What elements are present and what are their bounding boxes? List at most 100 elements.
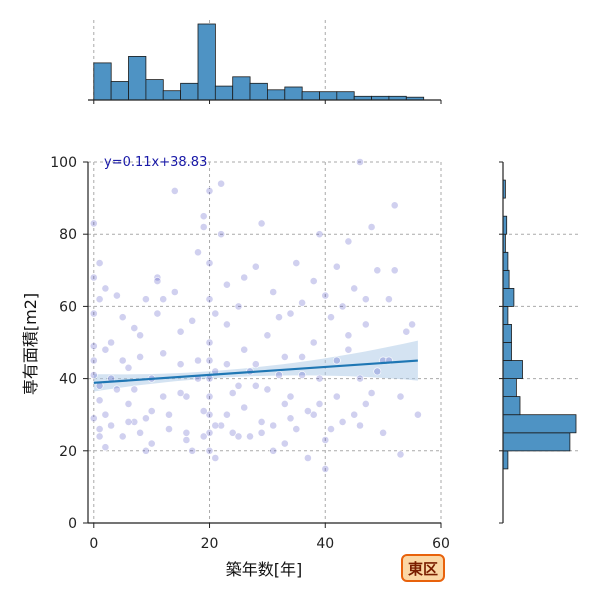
- scatter-point: [338, 302, 347, 311]
- scatter-point: [95, 259, 104, 267]
- scatter-point: [101, 410, 110, 419]
- scatter-point: [298, 352, 306, 361]
- scatter-point: [217, 230, 225, 239]
- x-hist-bar: [232, 76, 251, 101]
- scatter-point: [89, 414, 98, 423]
- regression-line-path: [93, 359, 418, 384]
- scatter-point: [263, 331, 272, 340]
- scatter-point: [367, 389, 376, 397]
- scatter-point: [234, 432, 243, 441]
- x-tick-label: 0: [89, 536, 98, 552]
- x-tick-label: 60: [432, 536, 450, 552]
- scatter-point: [228, 428, 237, 437]
- scatter-point: [194, 248, 202, 257]
- scatter-point: [384, 295, 393, 304]
- scatter-point: [211, 309, 220, 318]
- x-hist-bar: [197, 23, 216, 101]
- x-hist-bar: [266, 89, 286, 101]
- region-badge-box: [401, 554, 445, 582]
- scatter-point: [205, 356, 214, 365]
- scatter-point: [361, 295, 370, 304]
- x-marginal-histogram: [88, 20, 442, 104]
- x-hist-bar: [319, 91, 338, 101]
- scatter-point: [165, 425, 173, 433]
- scatter-point: [251, 262, 260, 271]
- x-hist-bar: [214, 85, 234, 101]
- scatter-point: [95, 432, 104, 441]
- scatter-point: [188, 316, 197, 325]
- scatter-point: [222, 320, 231, 329]
- scatter-point: [153, 277, 162, 285]
- scatter-point: [159, 349, 168, 358]
- scatter-point: [286, 414, 295, 423]
- y-hist-bar: [502, 414, 577, 434]
- scatter-point: [251, 381, 260, 390]
- x-hist-bar: [93, 62, 112, 101]
- scatter-point: [309, 338, 318, 347]
- scatter-point: [101, 284, 110, 293]
- scatter-point: [217, 421, 225, 430]
- scatter-point: [141, 295, 150, 304]
- scatter-point: [269, 446, 278, 455]
- scatter-point: [165, 410, 173, 419]
- x-hist-bar: [110, 81, 129, 101]
- scatter-point: [217, 179, 225, 188]
- scatter-point: [199, 223, 208, 231]
- scatter-point: [234, 302, 243, 311]
- scatter-point: [107, 338, 115, 347]
- scatter-point: [246, 432, 254, 441]
- scatter-point: [95, 295, 104, 304]
- x-hist-bar: [128, 56, 147, 101]
- scatter-points: [89, 158, 422, 473]
- scatter-point: [199, 432, 208, 441]
- scatter-point: [303, 407, 312, 415]
- scatter-point: [257, 428, 266, 437]
- scatter-point: [286, 309, 295, 318]
- scatter-point: [205, 295, 214, 304]
- scatter-point: [269, 421, 278, 430]
- scatter-point: [390, 201, 399, 210]
- scatter-point: [222, 280, 231, 289]
- scatter-point: [356, 158, 364, 166]
- scatter-point: [396, 392, 405, 401]
- scatter-point: [107, 421, 115, 430]
- scatter-point: [367, 223, 376, 231]
- scatter-point: [402, 327, 411, 336]
- scatter-point: [280, 352, 289, 361]
- scatter-point: [222, 360, 231, 369]
- y-hist-bar: [502, 305, 509, 325]
- y-tick-label: 0: [68, 516, 77, 532]
- scatter-point: [124, 399, 133, 408]
- scatter-point: [113, 291, 121, 300]
- y-axis-title: 専有面積[m2]: [21, 293, 40, 395]
- scatter-point: [280, 439, 289, 448]
- scatter-point: [211, 421, 220, 430]
- scatter-point: [89, 356, 98, 365]
- scatter-point: [136, 352, 144, 361]
- scatter-point: [379, 428, 387, 437]
- scatter-point: [136, 428, 144, 437]
- scatter-point: [205, 392, 214, 401]
- scatter-point: [309, 277, 318, 285]
- scatter-point: [350, 284, 359, 293]
- regression-equation: y=0.11x+38.83: [104, 155, 207, 170]
- scatter-point: [199, 212, 208, 221]
- scatter-point: [280, 399, 289, 408]
- scatter-point: [130, 417, 139, 426]
- scatter-point: [344, 331, 353, 340]
- scatter-point: [356, 421, 364, 430]
- scatter-point: [275, 313, 283, 322]
- y-tick-label: 20: [59, 444, 77, 460]
- scatter-point: [95, 396, 104, 405]
- scatter-point: [182, 392, 191, 401]
- scatter-point: [396, 450, 405, 459]
- y-marginal-histogram: [499, 161, 580, 524]
- scatter-point: [344, 345, 353, 354]
- scatter-point: [188, 446, 197, 455]
- y-hist-bar: [502, 378, 517, 398]
- x-hist-bar: [180, 82, 199, 101]
- scatter-point: [153, 309, 162, 318]
- scatter-point: [141, 446, 150, 455]
- scatter-point: [332, 392, 341, 401]
